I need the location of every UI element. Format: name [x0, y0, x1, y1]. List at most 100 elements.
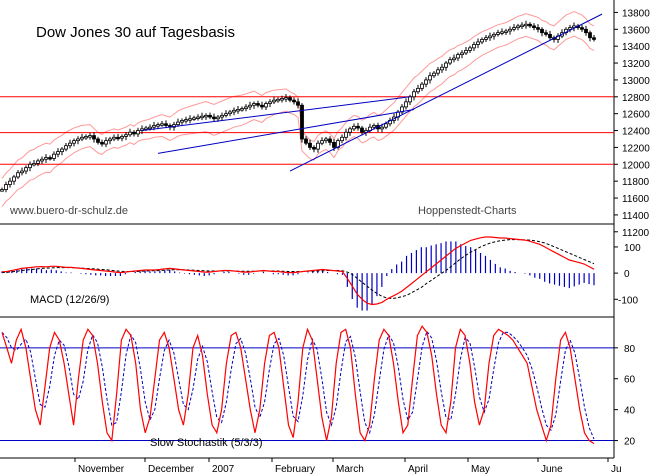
candle-body: [352, 125, 356, 130]
macd-line: [1, 236, 595, 306]
candle-body: [436, 69, 440, 74]
candle-body: [420, 83, 424, 89]
candle-body: [268, 101, 272, 104]
macd-tick-label: 0: [624, 269, 630, 280]
candle-body: [516, 25, 520, 29]
candle-body: [212, 116, 216, 120]
price-tick-label: 12600: [622, 110, 650, 121]
candle-body: [60, 148, 64, 153]
watermark-right: Hoppenstedt-Charts: [418, 205, 517, 217]
candle-body: [380, 126, 384, 130]
candle-body: [48, 157, 52, 160]
stochastic-panel: [0, 325, 614, 445]
candle-body: [464, 50, 468, 54]
candle-body: [492, 33, 496, 37]
candle-body: [456, 54, 460, 59]
x-month-label: March: [336, 464, 364, 475]
candle-body: [92, 135, 96, 140]
candle-body: [128, 131, 132, 136]
x-month-label: June: [541, 464, 563, 475]
candle-body: [236, 109, 240, 112]
price-panel: [0, 11, 614, 207]
candle-body: [384, 123, 388, 128]
price-tick-label: 13200: [622, 59, 650, 70]
candle-body: [284, 97, 288, 100]
price-tick-label: 13400: [622, 42, 650, 53]
candle-body: [404, 101, 408, 108]
axis-labels: 11200 11400 11600 11800 12000 12200 12400 12600…: [74, 8, 650, 475]
price-tick-label: 13800: [622, 8, 650, 19]
x-month-label: April: [408, 464, 428, 475]
candle-body: [316, 142, 320, 150]
candle-body: [448, 59, 452, 64]
candle-body: [460, 52, 464, 56]
candle-body: [160, 123, 164, 126]
candle-body: [432, 72, 436, 77]
trend-rising: [289, 13, 603, 172]
candle-body: [440, 66, 444, 71]
candle-body: [188, 118, 192, 121]
candle-body: [88, 135, 92, 138]
candle-body: [588, 32, 592, 39]
candle-body: [76, 138, 80, 142]
x-month-label: December: [148, 464, 195, 475]
candle-body: [264, 103, 268, 108]
price-tick-label: 12000: [622, 160, 650, 171]
candle-body: [524, 23, 528, 27]
candle-body: [580, 27, 584, 30]
candle-body: [312, 147, 316, 150]
stoch-tick-label: 60: [624, 375, 636, 386]
candle-body: [308, 142, 312, 148]
candle-body: [184, 119, 188, 122]
candle-body: [512, 27, 516, 30]
trend-lower: [157, 108, 415, 154]
candle-body: [104, 140, 108, 145]
chart-title: Dow Jones 30 auf Tagesbasis: [36, 24, 235, 41]
candle-body: [156, 124, 160, 127]
candle-body: [348, 128, 352, 133]
candle-body: [520, 24, 524, 27]
price-tick-label: 12400: [622, 127, 650, 138]
price-tick-label: 13600: [622, 25, 650, 36]
candle-body: [24, 167, 28, 172]
candle-body: [224, 113, 228, 116]
candle-body: [360, 127, 364, 133]
candle-body: [148, 126, 152, 130]
candle-body: [444, 62, 448, 68]
watermark-left: www.buero-dr-schulz.de: [9, 205, 128, 217]
candle-body: [80, 136, 84, 140]
candle-body: [408, 96, 412, 103]
candle-body: [320, 140, 324, 144]
candle-body: [548, 33, 552, 39]
candle-body: [164, 123, 168, 126]
x-month-label: February: [275, 464, 315, 475]
candle-body: [484, 37, 488, 40]
candle-body: [508, 28, 512, 32]
candle-body: [488, 35, 492, 39]
candle-body: [232, 109, 236, 113]
candle-body: [100, 141, 104, 145]
candle-body: [592, 37, 596, 40]
macd-panel: [1, 236, 595, 311]
candle-body: [108, 138, 112, 142]
stoch-k-line: [1, 325, 595, 445]
candle-body: [112, 136, 116, 140]
candle-body: [280, 98, 284, 101]
x-month-label: November: [78, 464, 125, 475]
candle-body: [200, 115, 204, 119]
candle-body: [240, 108, 244, 111]
candle-body: [300, 104, 304, 140]
candle-body: [292, 99, 296, 103]
candle-body: [252, 103, 256, 106]
candle-body: [68, 142, 72, 147]
candle-body: [56, 151, 60, 155]
x-month-label: Ju: [611, 464, 622, 475]
price-tick-label: 12200: [622, 143, 650, 154]
candle-body: [40, 158, 44, 162]
candle-body: [540, 28, 544, 34]
candle-body: [340, 136, 344, 142]
candle-body: [20, 170, 24, 174]
candle-body: [276, 98, 280, 102]
candle-body: [260, 104, 264, 108]
